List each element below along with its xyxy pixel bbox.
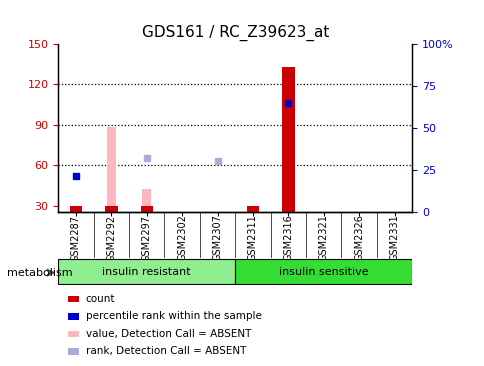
Text: count: count <box>86 294 115 304</box>
Text: GSM2311: GSM2311 <box>247 214 257 261</box>
Bar <box>106 127 116 212</box>
FancyBboxPatch shape <box>235 259 411 284</box>
Text: metabolism: metabolism <box>7 268 73 278</box>
Text: percentile rank within the sample: percentile rank within the sample <box>86 311 261 321</box>
Text: rank, Detection Call = ABSENT: rank, Detection Call = ABSENT <box>86 347 246 356</box>
Text: GSM2307: GSM2307 <box>212 214 222 261</box>
Text: GSM2326: GSM2326 <box>353 214 363 261</box>
Bar <box>70 206 82 212</box>
Bar <box>71 206 80 212</box>
Text: value, Detection Call = ABSENT: value, Detection Call = ABSENT <box>86 329 251 339</box>
Text: GSM2287: GSM2287 <box>71 214 81 262</box>
Text: GSM2292: GSM2292 <box>106 214 116 262</box>
Text: insulin sensitive: insulin sensitive <box>278 267 368 277</box>
Bar <box>105 206 117 212</box>
Bar <box>246 206 258 212</box>
Bar <box>282 67 294 212</box>
Text: GSM2331: GSM2331 <box>389 214 399 261</box>
Text: GSM2316: GSM2316 <box>283 214 293 261</box>
Bar <box>248 206 257 212</box>
Title: GDS161 / RC_Z39623_at: GDS161 / RC_Z39623_at <box>141 25 328 41</box>
Text: GSM2297: GSM2297 <box>141 214 151 262</box>
Text: GSM2321: GSM2321 <box>318 214 328 261</box>
Bar <box>140 206 152 212</box>
Text: GSM2302: GSM2302 <box>177 214 187 261</box>
Bar <box>142 189 151 212</box>
FancyBboxPatch shape <box>58 259 235 284</box>
Text: insulin resistant: insulin resistant <box>102 267 191 277</box>
